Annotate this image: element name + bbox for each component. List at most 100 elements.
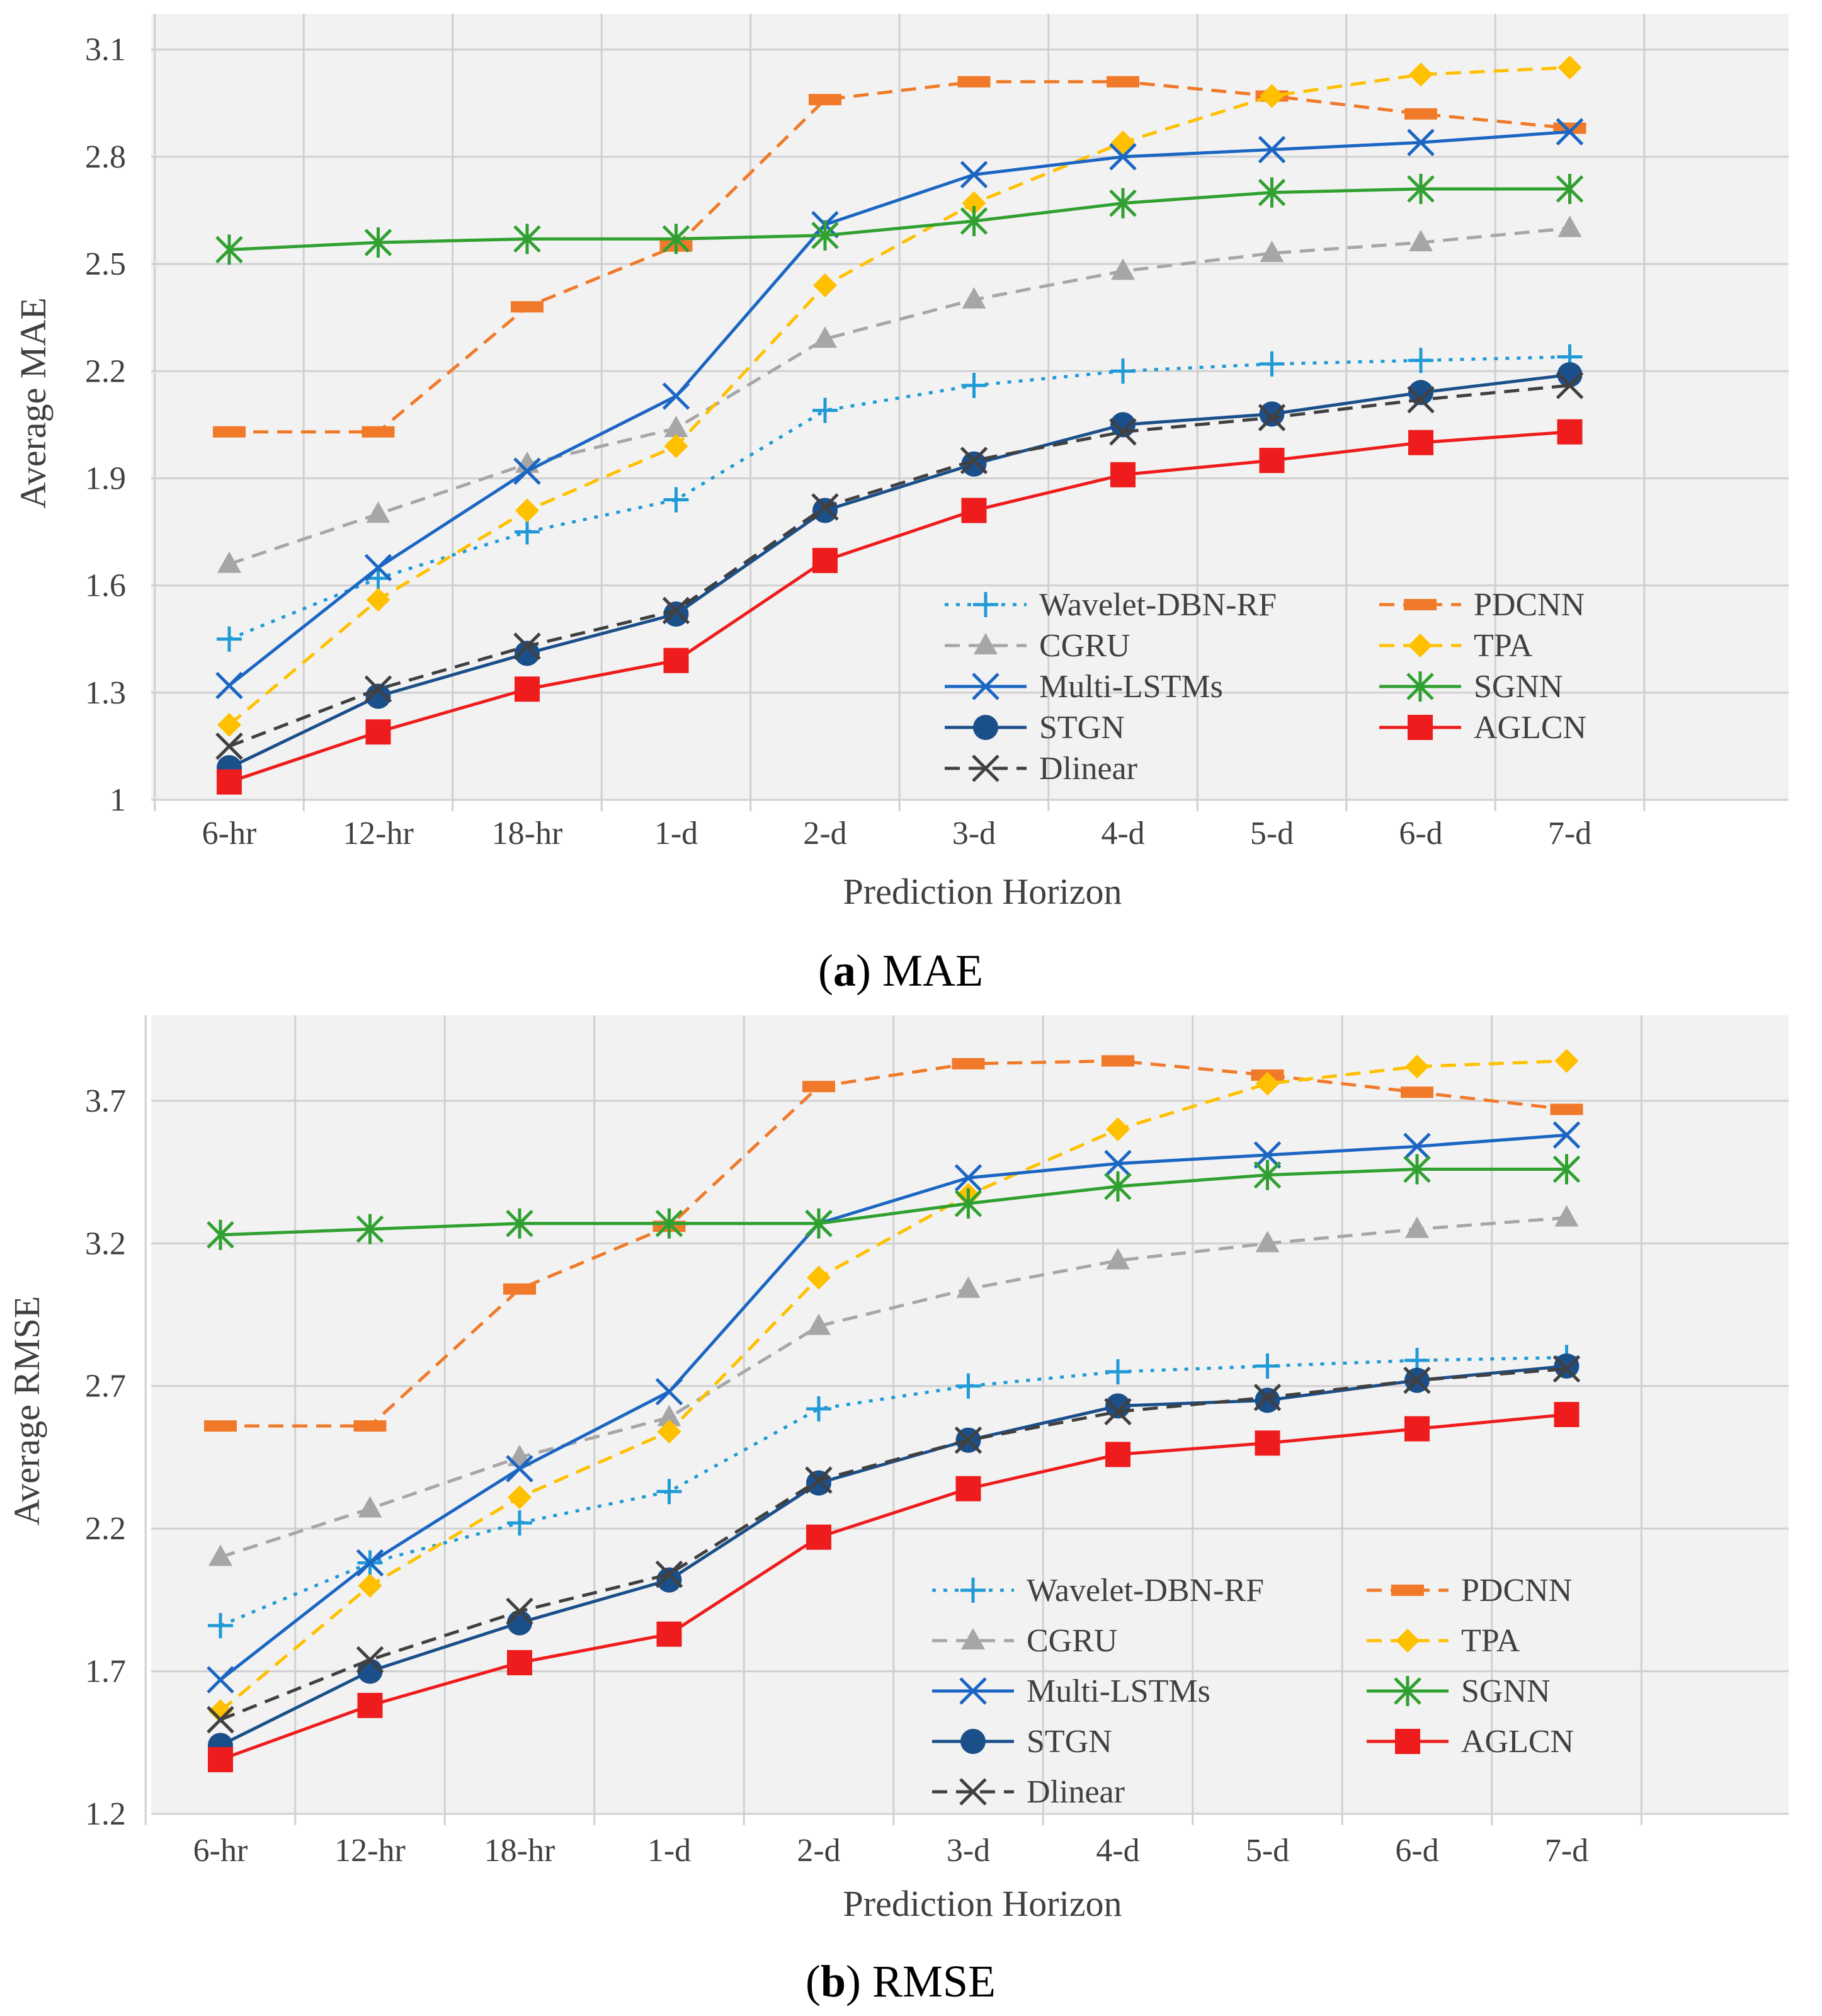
mae-caption-text: MAE <box>871 945 983 996</box>
mae-legend-label: CGRU <box>1039 628 1130 664</box>
rmse-point-dlinear <box>655 1560 683 1588</box>
rmse-y-tick-label: 2.7 <box>85 1369 126 1404</box>
rmse-point-multi-lstms <box>954 1164 982 1192</box>
rmse-point-cgru <box>208 1544 232 1566</box>
rmse-legend-label: Wavelet-DBN-RF <box>1027 1573 1264 1609</box>
mae-point-tpa <box>217 712 241 737</box>
mae-point-cgru <box>366 501 390 523</box>
rmse-legend-item-wavelet-dbn-rf: Wavelet-DBN-RF <box>932 1573 1264 1609</box>
mae-point-dlinear <box>1556 372 1584 399</box>
mae-point-dlinear <box>364 675 392 703</box>
mae-point-stgn <box>1259 401 1285 427</box>
rmse-legend-label: TPA <box>1461 1623 1520 1659</box>
mae-y-ticks: 1 1.3 1.6 1.9 2.2 2.5 2.8 3.1 <box>85 32 126 818</box>
rmse-point-dlinear <box>1552 1355 1581 1383</box>
rmse-legend-marker <box>961 1628 985 1649</box>
rmse-point-stgn <box>806 1470 831 1496</box>
rmse-plot-area <box>151 1015 1789 1814</box>
rmse-caption-letter: b <box>821 1956 846 2007</box>
rmse-point-multi-lstms <box>1552 1121 1581 1149</box>
rmse-point-cgru <box>1106 1248 1130 1270</box>
mae-y-tick-label: 1 <box>110 782 126 818</box>
mae-x-tick-label: 7-d <box>1548 816 1591 851</box>
mae-legend-item-stgn: STGN <box>945 710 1125 746</box>
rmse-point-aglcn <box>507 1649 532 1675</box>
mae-legend-label: STGN <box>1039 710 1125 746</box>
rmse-point-sgnn <box>1403 1154 1431 1185</box>
mae-point-cgru <box>962 287 986 309</box>
mae-point-multi-lstms <box>364 554 392 582</box>
rmse-point-dlinear <box>207 1706 234 1734</box>
mae-point-multi-lstms <box>215 671 243 700</box>
mae-caption: (a) MAE <box>818 945 983 996</box>
rmse-point-multi-lstms <box>356 1549 384 1577</box>
mae-y-tick-label: 3.1 <box>85 32 126 68</box>
mae-point-stgn <box>961 451 987 477</box>
mae-point-aglcn <box>1557 419 1583 445</box>
rmse-legend-item-aglcn: AGLCN <box>1367 1724 1574 1760</box>
rmse-point-wavelet-dbn-rf <box>656 1479 682 1505</box>
mae-x-tick-label: 1-d <box>654 816 698 851</box>
rmse-point-aglcn <box>955 1476 981 1501</box>
rmse-y-axis-label: Average RMSE <box>6 1296 47 1526</box>
rmse-legend-item-sgnn: SGNN <box>1367 1673 1551 1709</box>
mae-point-stgn <box>812 498 838 523</box>
mae-point-pdcnn <box>213 426 246 438</box>
rmse-series-sgnn <box>207 1154 1581 1250</box>
rmse-legend-item-cgru: CGRU <box>932 1623 1117 1659</box>
mae-line-cgru <box>229 226 1570 566</box>
rmse-caption-text: RMSE <box>861 1956 996 2007</box>
rmse-x-ticks: 6-hr 12-hr 18-hr 1-d 2-d 3-d 4-d 5-d 6-d 7-d <box>193 1833 1588 1869</box>
rmse-point-pdcnn <box>802 1081 835 1093</box>
mae-legend-label: Wavelet-DBN-RF <box>1039 587 1277 623</box>
rmse-point-multi-lstms <box>207 1666 234 1694</box>
mae-point-tpa <box>1557 55 1582 80</box>
rmse-point-multi-lstms <box>1104 1149 1132 1178</box>
mae-chart: 1 1.3 1.6 1.9 2.2 2.5 2.8 3.1 6-hr 12-hr 18-hr 1-d… <box>13 14 1789 996</box>
mae-series-pdcnn <box>213 76 1586 438</box>
rmse-legend: Wavelet-DBN-RF PDCNN CGRU TPA Multi-LSTMs SGN… <box>932 1573 1574 1810</box>
rmse-legend-marker <box>960 1729 986 1754</box>
mae-y-tick-label: 2.5 <box>85 246 126 282</box>
mae-y-axis-label: Average MAE <box>13 297 54 509</box>
mae-point-wavelet-dbn-rf <box>1259 351 1285 377</box>
mae-point-dlinear <box>662 596 690 625</box>
mae-point-cgru <box>664 416 688 438</box>
mae-x-tick-label: 18-hr <box>492 816 563 851</box>
mae-legend: Wavelet-DBN-RF PDCNN CGRU TPA Multi-LSTMs SGN… <box>945 587 1586 787</box>
rmse-point-tpa <box>1405 1054 1429 1079</box>
mae-x-tick-label: 6-hr <box>202 816 257 851</box>
mae-legend-marker <box>974 633 998 654</box>
rmse-series-aglcn <box>208 1402 1580 1772</box>
mae-point-dlinear <box>513 632 541 660</box>
rmse-point-pdcnn <box>1102 1055 1134 1067</box>
rmse-legend-marker <box>1396 1629 1420 1653</box>
mae-point-pdcnn <box>362 426 395 438</box>
mae-point-dlinear <box>215 732 243 760</box>
rmse-chart: 1.2 1.7 2.2 2.7 3.2 3.7 6-hr 12-hr 18-hr 1-d 2-d 3… <box>6 1015 1789 2007</box>
mae-point-wavelet-dbn-rf <box>961 372 987 398</box>
mae-point-aglcn <box>663 647 689 673</box>
mae-legend-item-sgnn: SGNN <box>1379 669 1563 705</box>
mae-legend-item-wavelet-dbn-rf: Wavelet-DBN-RF <box>945 587 1277 623</box>
rmse-legend-label: PDCNN <box>1461 1573 1572 1609</box>
rmse-point-sgnn <box>655 1208 683 1239</box>
mae-series-aglcn <box>217 419 1583 795</box>
rmse-point-aglcn <box>806 1524 831 1550</box>
mae-point-sgnn <box>811 220 839 251</box>
mae-x-tick-label: 6-d <box>1399 816 1442 851</box>
rmse-point-multi-lstms <box>1253 1141 1282 1169</box>
rmse-legend-marker <box>959 1677 987 1705</box>
rmse-line-multi-lstms <box>219 1133 1567 1682</box>
rmse-x-tick-label: 7-d <box>1545 1833 1588 1869</box>
rmse-point-pdcnn <box>1401 1086 1433 1098</box>
rmse-point-wavelet-dbn-rf <box>806 1396 831 1421</box>
rmse-point-tpa <box>1255 1071 1280 1096</box>
mae-legend-marker <box>972 673 999 700</box>
rmse-series-wavelet-dbn-rf <box>208 1345 1580 1639</box>
rmse-legend-item-tpa: TPA <box>1367 1623 1520 1659</box>
mae-point-tpa <box>1409 62 1433 87</box>
mae-series-multi-lstms <box>215 118 1584 700</box>
mae-y-tick-label: 1.9 <box>85 460 126 496</box>
mae-point-tpa <box>813 273 837 298</box>
